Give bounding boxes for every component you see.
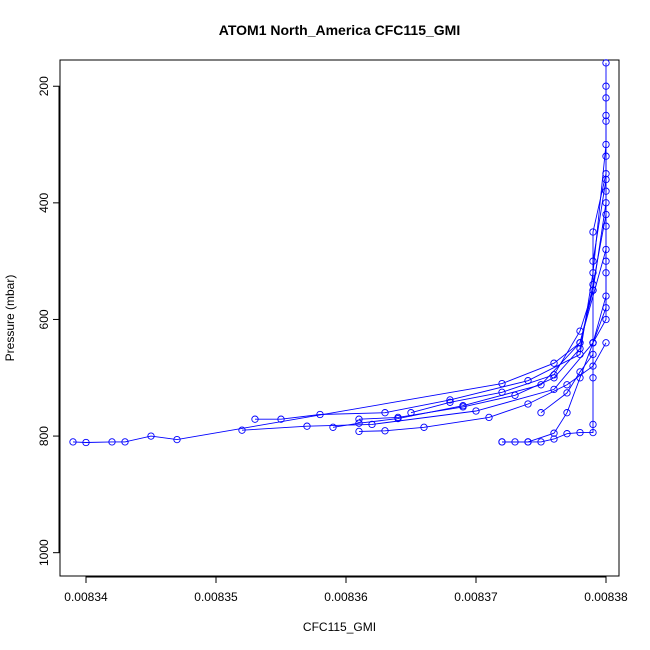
data-point-0-0 [69, 438, 77, 446]
x-tick-label-4: 0.00838 [584, 590, 628, 604]
data-point-4-2 [459, 403, 467, 411]
data-point-9-5 [602, 304, 610, 312]
x-tick-label-1: 0.00835 [194, 590, 238, 604]
data-point-6-1 [381, 427, 389, 435]
data-point-2-7 [589, 269, 597, 277]
data-point-8-2 [550, 429, 558, 437]
series-line-5 [410, 202, 607, 414]
y-tick-label-0: 200 [37, 76, 51, 96]
data-point-3-1 [355, 419, 363, 427]
data-point-5-5 [589, 286, 597, 294]
data-point-1-1 [303, 422, 311, 430]
data-point-6-3 [485, 413, 493, 422]
series-line-2 [255, 144, 607, 420]
data-point-5-2 [498, 388, 506, 396]
data-point-3-0 [329, 423, 337, 431]
data-point-4-0 [355, 415, 363, 423]
data-point-6-5 [563, 381, 571, 389]
data-point-1-8 [602, 82, 610, 90]
x-axis-label: CFC115_GMI [303, 620, 376, 634]
data-point-6-7 [602, 339, 610, 347]
data-point-4-5 [576, 344, 584, 353]
data-point-7-8 [589, 420, 597, 429]
data-point-2-6 [576, 350, 584, 359]
data-point-8-1 [524, 438, 532, 446]
data-point-9-2 [576, 368, 584, 376]
data-point-0-2 [108, 438, 116, 446]
data-point-7-13 [602, 152, 610, 160]
data-point-2-2 [316, 410, 324, 419]
y-axis-label: Pressure (mbar) [3, 275, 17, 362]
data-point-6-2 [420, 423, 428, 431]
x-tick-label-3: 0.00837 [454, 590, 498, 604]
series-line-4 [358, 214, 607, 420]
data-point-1-6 [589, 257, 597, 265]
data-point-7-14 [602, 94, 610, 102]
data-point-7-6 [576, 428, 584, 437]
data-point-9-3 [589, 350, 597, 359]
data-point-7-9 [589, 374, 597, 382]
data-point-7-5 [563, 430, 571, 438]
series-line-8 [502, 272, 607, 443]
series-line-9 [540, 191, 607, 414]
series-line-6 [358, 342, 607, 432]
data-point-6-4 [524, 400, 532, 408]
data-point-0-13 [602, 59, 610, 67]
data-point-5-0 [407, 409, 415, 417]
data-point-8-3 [563, 409, 571, 417]
data-point-2-0 [251, 415, 259, 423]
y-tick-label-4: 1000 [37, 539, 51, 566]
data-point-2-1 [277, 415, 285, 423]
data-point-9-6 [602, 257, 610, 265]
data-point-5-4 [576, 327, 584, 335]
data-point-4-1 [394, 413, 402, 422]
data-point-2-4 [446, 396, 454, 404]
data-point-1-3 [472, 407, 480, 415]
data-point-4-3 [511, 391, 519, 399]
data-point-1-2 [368, 420, 376, 429]
y-tick-label-1: 400 [37, 193, 51, 213]
plot-frame [59, 59, 620, 577]
data-point-7-4 [550, 435, 558, 443]
x-tick-label-0: 0.00834 [64, 590, 108, 604]
data-point-9-1 [563, 389, 571, 397]
data-point-5-3 [550, 371, 558, 379]
series-line-0 [72, 62, 607, 443]
data-point-0-4 [147, 432, 155, 440]
data-point-0-1 [82, 438, 90, 447]
series-line-1 [241, 86, 607, 431]
axes: 0.00834 0.00835 0.00836 0.00837 0.00838 200 40… [37, 76, 628, 604]
data-point-0-5 [173, 435, 181, 444]
y-tick-label-2: 600 [37, 309, 51, 329]
data-point-6-0 [355, 427, 363, 436]
y-tick-label-3: 800 [37, 426, 51, 446]
data-point-9-4 [589, 339, 597, 347]
data-point-2-3 [381, 409, 389, 417]
chart-title: ATOM1 North_America CFC115_GMI [219, 22, 460, 38]
data-point-9-7 [602, 187, 610, 195]
data-point-3-5 [576, 339, 584, 347]
data-point-1-0 [238, 426, 246, 434]
data-point-8-0 [498, 438, 506, 446]
data-point-0-7 [550, 359, 558, 367]
data-point-9-0 [537, 409, 545, 417]
data-point-0-3 [121, 438, 129, 446]
data-point-7-3 [537, 438, 545, 446]
data-point-7-7 [589, 428, 597, 437]
chart-marks [69, 59, 610, 447]
x-tick-label-2: 0.00836 [324, 590, 368, 604]
data-point-0-10 [589, 228, 597, 236]
data-point-8-6 [602, 315, 610, 324]
data-point-5-1 [446, 398, 454, 406]
